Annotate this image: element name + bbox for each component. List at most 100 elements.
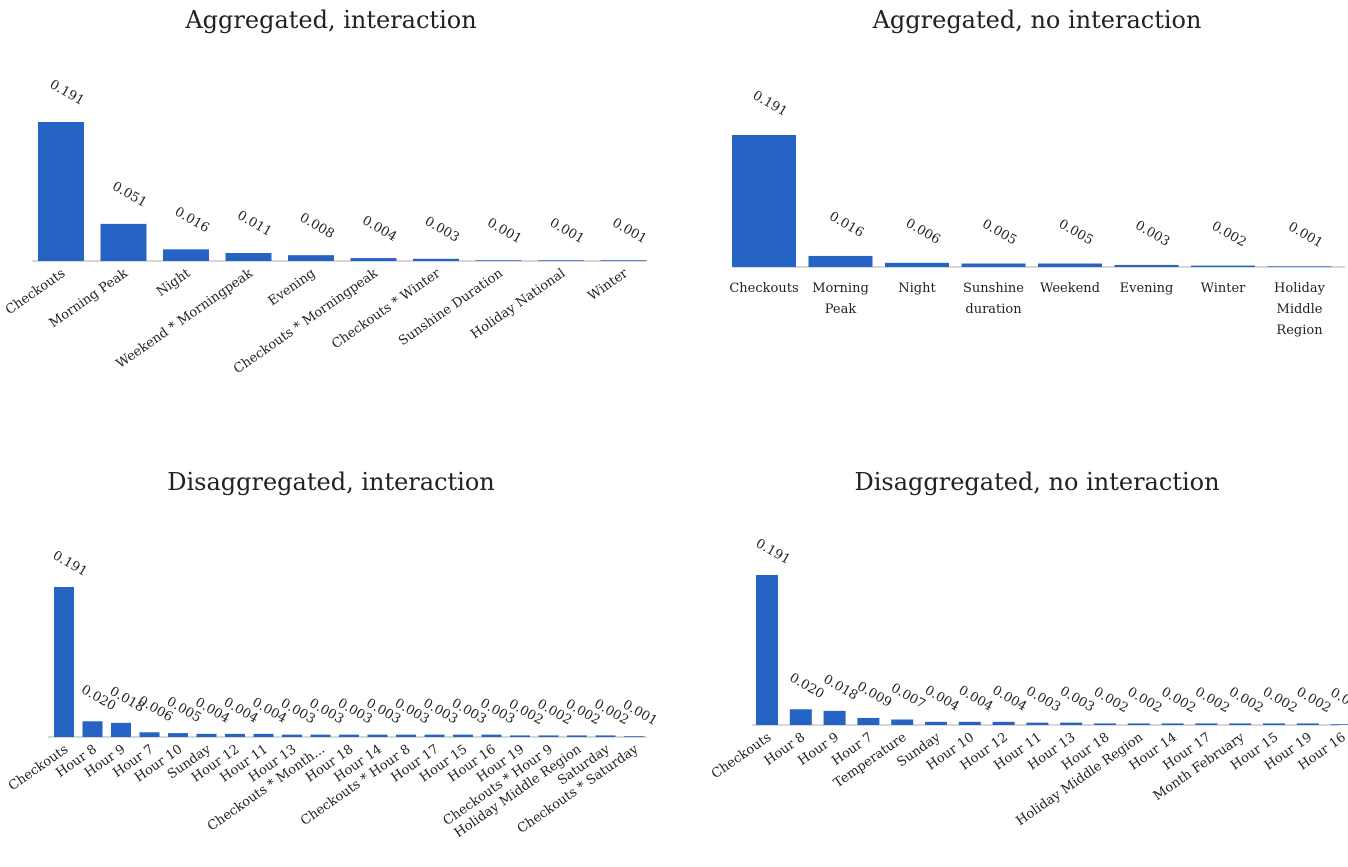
data-label: 0.003	[422, 214, 462, 246]
bar-evening	[288, 255, 334, 261]
bar-hour-14	[367, 734, 388, 737]
data-label: 0.191	[50, 548, 90, 580]
data-label: 0.191	[753, 536, 793, 568]
chart-panel-aggregated-interaction: Aggregated, interaction 0.191Checkouts0.…	[3, 6, 649, 377]
bar-hour-7	[139, 732, 160, 737]
bar-holiday-national	[538, 260, 584, 261]
chart-title: Aggregated, no interaction	[872, 6, 1202, 34]
data-label: 0.003	[1132, 218, 1172, 250]
bar-checkouts-hour-9	[538, 735, 559, 737]
bar-hour-16	[481, 734, 502, 737]
bar-hour-18	[339, 734, 359, 737]
bar-hour-13	[1060, 722, 1083, 725]
bar-hour-19	[1296, 723, 1319, 725]
chart-title: Disaggregated, no interaction	[854, 468, 1219, 496]
data-label: 0.005	[1056, 217, 1096, 249]
bar-hour-9	[823, 710, 846, 725]
bar-checkouts-month	[310, 734, 331, 737]
bar-hour-19	[510, 735, 530, 737]
chart-panel-aggregated-no-interaction: Aggregated, no interaction 0.191 Checkout…	[729, 6, 1345, 338]
data-label: 0.004	[922, 683, 962, 715]
category-label: Holiday Middle Region	[1274, 281, 1326, 338]
chart-title: Aggregated, interaction	[184, 6, 476, 34]
data-label: 0.004	[956, 683, 996, 715]
category-label: Night	[898, 281, 936, 296]
bar-checkouts-hour-8	[396, 734, 416, 737]
bar-sunday	[196, 733, 217, 737]
category-label: Morning Peak	[812, 281, 869, 317]
data-label: 0.191	[47, 77, 87, 109]
bar-sunday	[925, 721, 947, 725]
bar-weekend-morningpeak	[225, 252, 272, 261]
category-label: Weekend	[1040, 281, 1100, 296]
data-label: 0.004	[989, 683, 1029, 715]
bar-hour-14	[1161, 723, 1184, 725]
bar-evening	[1114, 264, 1179, 267]
data-label: 0.016	[172, 205, 212, 237]
data-label: 0.005	[979, 217, 1019, 249]
bar-temperature	[891, 719, 914, 725]
bar-winter	[600, 260, 647, 261]
bar-checkouts	[54, 587, 74, 737]
bar-hour-15	[453, 734, 473, 737]
bar-weekend	[1038, 263, 1102, 267]
bar-checkouts	[38, 122, 84, 261]
data-label: 0.008	[297, 210, 337, 242]
data-label: 0.002	[1226, 685, 1266, 717]
data-label: 0.002	[1209, 219, 1249, 251]
bar-hour-16	[1330, 724, 1348, 725]
bar-saturday	[595, 735, 616, 737]
category-label: Sunshine duration	[963, 281, 1024, 317]
bar-hour-11	[1026, 722, 1049, 725]
bar-hour-15	[1263, 723, 1285, 725]
bar-night	[885, 262, 949, 267]
bar-hour-12	[225, 733, 245, 737]
chart-title: Disaggregated, interaction	[167, 468, 495, 496]
bar-hour-13	[282, 734, 302, 737]
bar-hour-17	[424, 734, 445, 737]
data-label: 0.002	[1294, 685, 1334, 717]
data-label: 0.006	[903, 216, 943, 248]
bar-hour-17	[1195, 723, 1218, 725]
data-label: 0.002	[1158, 685, 1198, 717]
data-label: 0.002	[1125, 685, 1165, 717]
bar-hour-9	[111, 722, 131, 737]
bar-hour-12	[992, 721, 1015, 725]
data-label: 0.051	[109, 179, 149, 211]
data-label: 0.001	[1285, 219, 1325, 251]
data-label: 0.002	[1091, 685, 1131, 717]
category-label: Winter	[585, 266, 631, 304]
bar-holiday-middle-region	[1127, 723, 1150, 725]
data-label: 0.009	[854, 679, 894, 711]
category-label: Checkouts	[729, 281, 798, 296]
bar-night	[163, 249, 209, 261]
bar-hour-10	[168, 733, 188, 737]
data-label: 0.003	[1057, 684, 1097, 716]
category-label: Evening	[266, 266, 319, 309]
bar-winter	[1191, 265, 1255, 267]
data-label: 0.018	[820, 672, 860, 704]
bar-checkouts-winter	[413, 258, 459, 261]
data-label: 0.020	[787, 670, 827, 702]
data-label: 0.002	[1192, 685, 1232, 717]
bar-checkouts-morningpeak	[350, 258, 397, 261]
bar-holiday-middle-region	[567, 735, 587, 737]
bar-hour-8	[789, 709, 812, 725]
bar-sunshine-duration	[961, 263, 1026, 267]
data-label: 0.191	[750, 88, 790, 120]
data-label: 0.004	[359, 213, 399, 245]
bar-hour-10	[958, 721, 981, 725]
bar-sunshine-duration	[475, 260, 522, 261]
bar-checkouts	[732, 135, 796, 267]
data-label: 0.007	[888, 681, 928, 713]
data-label: 0.011	[234, 208, 274, 240]
category-label: Checkouts * Winter	[329, 266, 444, 353]
bar-hour-8	[82, 721, 103, 737]
chart-panel-disaggregated-interaction: Disaggregated, interaction 0.191Checkout…	[6, 468, 660, 841]
category-label: Evening	[1120, 281, 1174, 296]
bar-holiday-middle-region	[1267, 266, 1332, 267]
data-label: 0.001	[609, 215, 649, 247]
data-label: 0.001	[547, 215, 587, 247]
bar-checkouts	[756, 575, 778, 725]
